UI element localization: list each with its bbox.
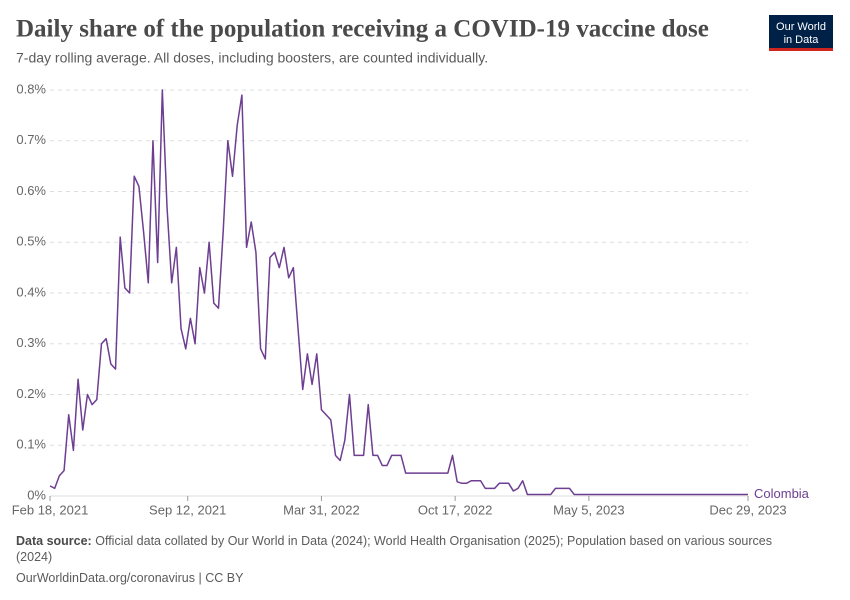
- line: [49, 89, 748, 496]
- y-tick-label: 0.4%: [16, 284, 46, 299]
- y-tick-label: 0.6%: [16, 183, 46, 198]
- series-label: Colombia: [754, 486, 810, 501]
- footer[interactable]: OurWorldinData.org/coronavirus | CC BY: [16, 571, 244, 585]
- y-tick-label: 0.2%: [16, 386, 46, 401]
- logo-bar: [769, 48, 833, 51]
- y-tick-label: 0.7%: [16, 132, 46, 147]
- chart-title: Daily share of the population receiving …: [16, 16, 709, 43]
- x-tick-label: May 5, 2023: [553, 502, 625, 517]
- logo-text: Our World: [776, 21, 826, 33]
- source-text: Official data collated by Our World in D…: [16, 534, 772, 564]
- y-tick-label: 0.3%: [16, 335, 46, 350]
- x-tick-label: Dec 29, 2023: [709, 502, 786, 517]
- x-tick-label: Mar 31, 2022: [283, 502, 360, 517]
- y-tick-label: 0.8%: [16, 81, 46, 96]
- x-tick-label: Feb 18, 2021: [12, 502, 89, 517]
- y-tick-label: 0.1%: [16, 437, 46, 452]
- logo[interactable]: [769, 15, 833, 50]
- source-label: Data source:: [16, 534, 92, 548]
- source: Data source: Official data collated by O…: [16, 533, 796, 565]
- x-tick-label: Oct 17, 2022: [418, 502, 492, 517]
- y-tick-label: 0%: [27, 487, 46, 502]
- chart-subtitle: 7-day rolling average. All doses, includ…: [16, 50, 488, 66]
- logo-text: in Data: [784, 34, 820, 46]
- x-tick-label: Sep 12, 2021: [149, 502, 226, 517]
- y-tick-label: 0.5%: [16, 234, 46, 249]
